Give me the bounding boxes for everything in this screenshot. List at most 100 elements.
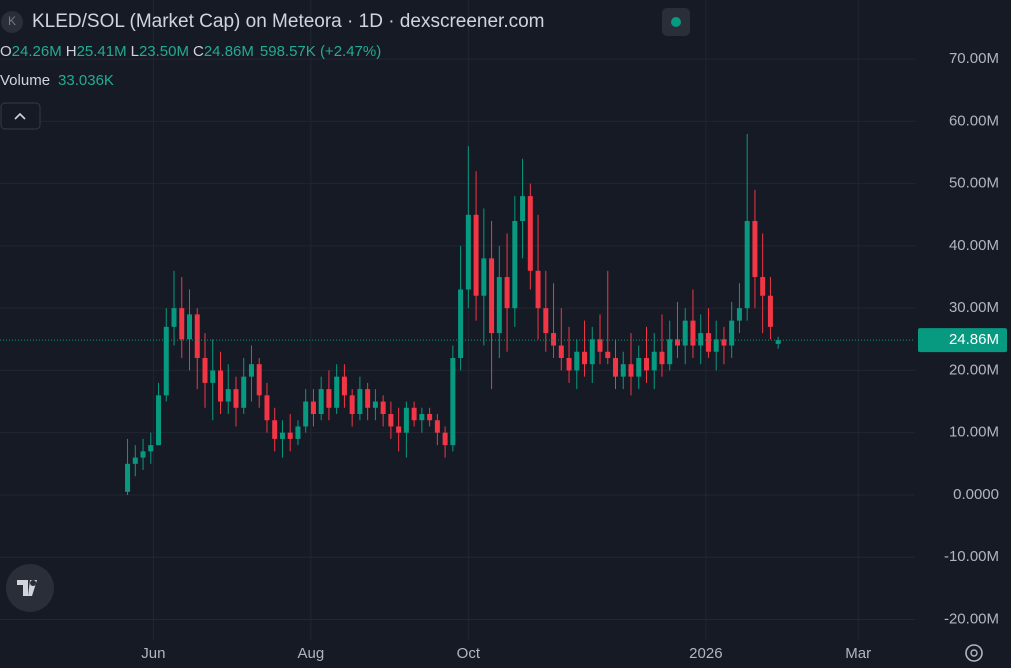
candle-body — [729, 320, 735, 346]
candle-body — [520, 196, 526, 222]
candle-body — [597, 339, 603, 352]
y-tick-label: 0.0000 — [953, 486, 999, 503]
candle-body — [427, 414, 433, 421]
candle-body — [551, 333, 557, 346]
candle-body — [140, 451, 146, 458]
candle-body — [156, 395, 162, 446]
candle-body — [775, 340, 781, 344]
candle-body — [241, 376, 247, 408]
candle-body — [713, 339, 719, 352]
candle-body — [667, 339, 673, 365]
ohlc-key: H — [66, 43, 77, 60]
candle-body — [148, 445, 154, 452]
candle-body — [527, 196, 533, 271]
y-tick-label: -20.00M — [944, 610, 999, 627]
candle-body — [279, 432, 285, 439]
ohlc-key: L — [131, 43, 139, 60]
candle-body — [341, 376, 347, 396]
x-tick-label: Aug — [298, 645, 325, 662]
candle-body — [210, 370, 216, 383]
candle-body — [698, 333, 704, 346]
candle-body — [721, 339, 727, 346]
candle-body — [194, 314, 200, 358]
candle-body — [125, 463, 131, 492]
candle-body — [396, 426, 402, 433]
status-dot — [671, 17, 681, 27]
candle-body — [264, 395, 270, 421]
candle-body — [674, 339, 680, 346]
candle-body — [465, 214, 471, 290]
candle-body — [705, 333, 711, 352]
y-tick-label: 30.00M — [949, 299, 999, 316]
last-price-label: 24.86M — [949, 331, 999, 348]
candle-body — [504, 277, 510, 309]
candle-body — [310, 401, 316, 415]
grid — [0, 0, 915, 640]
candle-body — [489, 258, 495, 334]
candle-body — [303, 401, 309, 427]
candle-body — [760, 277, 766, 296]
settings-icon-center — [970, 649, 978, 657]
candle-body — [535, 270, 541, 309]
candle-body — [752, 221, 758, 278]
y-tick-label: 40.00M — [949, 237, 999, 254]
candle-body — [659, 351, 665, 365]
ohlc-value: 24.26M — [12, 43, 62, 60]
candle-body — [481, 258, 487, 296]
candle-body — [636, 357, 642, 377]
x-tick-label: 2026 — [689, 645, 722, 662]
y-tick-label: 50.00M — [949, 175, 999, 192]
candle-body — [628, 364, 634, 377]
collapse-button[interactable] — [0, 102, 41, 130]
token-icon-letter: K — [8, 14, 16, 28]
y-tick-label: 10.00M — [949, 424, 999, 441]
volume-value: 33.036K — [58, 72, 114, 89]
candle-body — [543, 308, 549, 334]
candles — [125, 133, 781, 495]
candle-body — [256, 364, 262, 396]
candle-body — [365, 389, 371, 408]
ohlc-value: 24.86M — [204, 43, 254, 60]
candle-body — [643, 357, 649, 371]
candle-body — [187, 314, 193, 340]
candle-body — [605, 351, 611, 358]
ohlc-value: 23.50M — [139, 43, 189, 60]
candle-body — [582, 351, 588, 365]
candle-body — [202, 357, 208, 383]
ohlc-change: 598.57K (+2.47%) — [260, 43, 381, 60]
tv-logo-icon — [17, 580, 37, 596]
candle-body — [736, 308, 742, 321]
candle-body — [334, 376, 340, 408]
candle-body — [179, 308, 185, 340]
candle-body — [132, 457, 138, 464]
x-tick-label: Oct — [457, 645, 481, 662]
last-price-badge — [918, 328, 1007, 353]
candle-body — [419, 414, 425, 421]
candle-body — [318, 389, 324, 415]
candle-body — [434, 420, 440, 433]
candle-body — [620, 364, 626, 377]
collapse-icon — [14, 112, 26, 120]
candle-body — [496, 277, 502, 334]
candle-body — [442, 432, 448, 446]
candle-body — [411, 407, 417, 421]
y-tick-label: 70.00M — [949, 50, 999, 67]
candle-body — [248, 364, 254, 377]
candle-body — [225, 389, 231, 402]
candle-body — [682, 320, 688, 346]
volume-legend: Volume 33.036K — [0, 72, 114, 89]
candle-body — [767, 295, 773, 327]
ohlc-key: O — [0, 43, 12, 60]
settings-icon[interactable] — [965, 644, 983, 662]
candle-body — [217, 370, 223, 402]
volume-label: Volume — [0, 72, 50, 89]
candle-body — [566, 357, 572, 371]
candle-body — [287, 432, 293, 439]
candle-body — [473, 214, 479, 296]
candle-body — [163, 326, 169, 396]
candle-body — [512, 221, 518, 309]
candle-body — [171, 308, 177, 327]
candle-body — [651, 351, 657, 371]
y-tick-label: 20.00M — [949, 361, 999, 378]
